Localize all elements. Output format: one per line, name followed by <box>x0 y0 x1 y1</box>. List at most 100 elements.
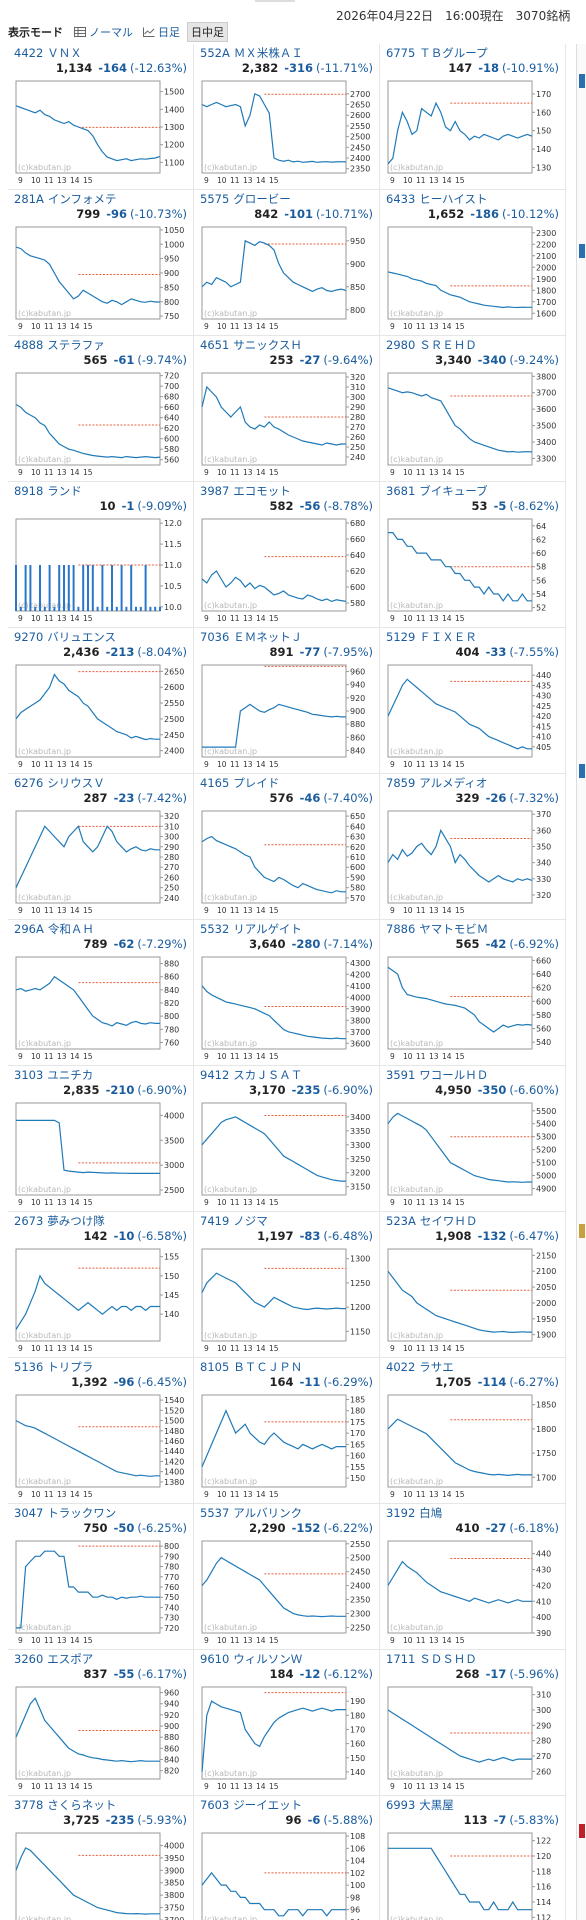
intraday-chart[interactable]: 960 940 920 900 880 860 840 820 9 10 11 13 14 15 (c)ka… <box>14 1683 190 1791</box>
intraday-chart[interactable]: 400039503900385038003750370091011131415(… <box>14 1829 190 1920</box>
stock-cell[interactable]: 4022 ラサエ 1,705 -114 (-6.27%) 1850 1800 1750 1700… <box>380 1358 566 1504</box>
stock-name-link[interactable]: 6775 ＴＢグループ <box>386 46 561 61</box>
stock-cell[interactable]: 4422 ＶＮＸ 1,134 -164 (-12.63%) 1500 1400 1300 120… <box>8 44 194 190</box>
intraday-chart[interactable]: 155 150 145 140 9 10 11 13 14 15 (c)kabutan.jp <box>14 1245 190 1353</box>
stock-name-link[interactable]: 6276 シリウスＶ <box>14 776 189 791</box>
stock-name-link[interactable]: 9270 バリュエンス <box>14 630 189 645</box>
stock-name-link[interactable]: 3778 さくらネット <box>14 1798 189 1813</box>
intraday-chart[interactable]: 960 940 920 900 880 860 840 9 10 11 13 14 15 (c)kabut… <box>200 661 376 769</box>
stock-cell[interactable]: 3778 さくらネット 3,725 -235 (-5.93%) 4000 3950 3900 3… <box>8 1796 194 1920</box>
stock-cell[interactable]: 7036 ＥＭネットＪ 891 -77 (-7.95%) 960 940 920 900 880 8… <box>194 628 380 774</box>
intraday-chart[interactable]: 370 360 350 340 330 320 9 10 11 13 14 15 (c)kabutan.… <box>386 807 562 915</box>
intraday-chart[interactable]: 12.0 11.5 11.0 10.5 10.0 9 10 11 13 14 15 (c)kabuta… <box>14 515 190 623</box>
stock-name-link[interactable]: 6993 大黒屋 <box>386 1798 561 1813</box>
stock-name-link[interactable]: 4888 ステラファ <box>14 338 189 353</box>
stock-cell[interactable]: 281A インフォメテ 799 -96 (-10.73%) 1050 1000 950 900 8… <box>8 190 194 336</box>
stock-cell[interactable]: 3591 ワコールＨＤ 4,950 -350 (-6.60%) 5500 5400 5300 5… <box>380 1066 566 1212</box>
mode-normal-button[interactable]: ノーマル <box>71 23 136 41</box>
stock-cell[interactable]: 9610 ウィルソンＷ 184 -12 (-6.12%) 190 180 170 160 150 1… <box>194 1650 380 1796</box>
intraday-chart[interactable]: 2650 2600 2550 2500 2450 2400 9 10 11 13 14 15 (c)ka… <box>14 661 190 769</box>
intraday-chart[interactable]: 10810610410210098969491011131415(c)kabut… <box>200 1829 376 1920</box>
stock-name-link[interactable]: 8918 ランド <box>14 484 189 499</box>
intraday-chart[interactable]: 950 900 850 800 9 10 11 13 14 15 (c)kabutan.jp <box>200 223 376 331</box>
stock-name-link[interactable]: 6433 ヒーハイスト <box>386 192 561 207</box>
stock-name-link[interactable]: 2673 夢みつけ隊 <box>14 1214 189 1229</box>
stock-name-link[interactable]: 552A ＭＸ米株ＡＩ <box>200 46 375 61</box>
stock-cell[interactable]: 7886 ヤマトモビＭ 565 -42 (-6.92%) 660 640 620 600 580 5… <box>380 920 566 1066</box>
intraday-chart[interactable]: 2150 2100 2050 2000 1950 1900 9 10 11 13 14 15 (c)ka… <box>386 1245 562 1353</box>
stock-cell[interactable]: 9412 スカＪＳＡＴ 3,170 -235 (-6.90%) 3400 3350 3300 3… <box>194 1066 380 1212</box>
stock-cell[interactable]: 5136 トリプラ 1,392 -96 (-6.45%) 1540 1520 1500 1480… <box>8 1358 194 1504</box>
stock-name-link[interactable]: 3103 ユニチカ <box>14 1068 189 1083</box>
stock-name-link[interactable]: 4165 プレイド <box>200 776 375 791</box>
intraday-chart[interactable]: 3400 3350 3300 3250 3200 3150 9 10 11 13 14 15 (c)ka… <box>200 1099 376 1207</box>
stock-cell[interactable]: 3260 エスポア 837 -55 (-6.17%) 960 940 920 900 880 860… <box>8 1650 194 1796</box>
stock-cell[interactable]: 7419 ノジマ 1,197 -83 (-6.48%) 1300 1250 1200 1150 9… <box>194 1212 380 1358</box>
intraday-chart[interactable]: 880 860 840 820 800 780 760 9 10 11 13 14 15 (c)kabut… <box>14 953 190 1061</box>
stock-name-link[interactable]: 5575 グロービー <box>200 192 375 207</box>
intraday-chart[interactable]: 440 430 420 410 400 390 9 10 11 13 14 15 (c)kabutan.… <box>386 1537 562 1645</box>
intraday-chart[interactable]: 1050 1000 950 900 850 800 750 9 10 11 13 14 15 (c)kab… <box>14 223 190 331</box>
intraday-chart[interactable]: 185 180 175 170 165 160 155 150 9 10 11 13 14 15 (c)ka… <box>200 1391 376 1499</box>
stock-name-link[interactable]: 3987 エコモット <box>200 484 375 499</box>
stock-cell[interactable]: 4651 サニックスＨ 253 -27 (-9.64%) 320 310 300 290 280 2… <box>194 336 380 482</box>
stock-cell[interactable]: 3987 エコモット 582 -56 (-8.78%) 680 660 640 620 600 58… <box>194 482 380 628</box>
stock-name-link[interactable]: 9610 ウィルソンＷ <box>200 1652 375 1667</box>
stock-cell[interactable]: 9270 バリュエンス 2,436 -213 (-8.04%) 2650 2600 2550 2… <box>8 628 194 774</box>
intraday-chart[interactable]: 1500 1400 1300 1200 1100 9 10 11 13 14 15 (c)kabuta… <box>14 77 190 185</box>
stock-cell[interactable]: 4165 プレイド 576 -46 (-7.40%) 650 640 630 620 610 600… <box>194 774 380 920</box>
stock-name-link[interactable]: 523A セイワＨＤ <box>386 1214 561 1229</box>
intraday-chart[interactable]: 170 160 150 140 130 9 10 11 13 14 15 (c)kabutan.jp <box>386 77 562 185</box>
intraday-chart[interactable]: 5500 5400 5300 5200 5100 5000 4900 9 10 11 13 14 15 (… <box>386 1099 562 1207</box>
intraday-chart[interactable]: 1300 1250 1200 1150 9 10 11 13 14 15 (c)kabutan.jp <box>200 1245 376 1353</box>
stock-name-link[interactable]: 3681 ブイキューブ <box>386 484 561 499</box>
stock-cell[interactable]: 2673 夢みつけ隊 142 -10 (-6.58%) 155 150 145 140 9 10 11… <box>8 1212 194 1358</box>
intraday-chart[interactable]: 310 300 290 280 270 260 9 10 11 13 14 15 (c)kabutan.… <box>386 1683 562 1791</box>
stock-name-link[interactable]: 5136 トリプラ <box>14 1360 189 1375</box>
stock-name-link[interactable]: 7859 アルメディオ <box>386 776 561 791</box>
intraday-chart[interactable]: 2550 2500 2450 2400 2350 2300 2250 9 10 11 13 14 15 (… <box>200 1537 376 1645</box>
stock-name-link[interactable]: 7036 ＥＭネットＪ <box>200 630 375 645</box>
stock-name-link[interactable]: 3192 白鳩 <box>386 1506 561 1521</box>
stock-name-link[interactable]: 2980 ＳＲＥＨＤ <box>386 338 561 353</box>
stock-cell[interactable]: 3103 ユニチカ 2,835 -210 (-6.90%) 4000 3500 3000 250… <box>8 1066 194 1212</box>
stock-cell[interactable]: 3047 トラックワン 750 -50 (-6.25%) 800 790 780 770 760 7… <box>8 1504 194 1650</box>
intraday-chart[interactable]: 3800 3700 3600 3500 3400 3300 9 10 11 13 14 15 (c)ka… <box>386 369 562 477</box>
stock-name-link[interactable]: 7886 ヤマトモビＭ <box>386 922 561 937</box>
stock-cell[interactable]: 6993大黒屋113-7(-5.83%)12212011811611411291… <box>380 1796 566 1920</box>
stock-name-link[interactable]: 4022 ラサエ <box>386 1360 561 1375</box>
stock-name-link[interactable]: 5537 アルバリンク <box>200 1506 375 1521</box>
stock-cell[interactable]: 5537 アルバリンク 2,290 -152 (-6.22%) 2550 2500 2450 2… <box>194 1504 380 1650</box>
stock-name-link[interactable]: 3591 ワコールＨＤ <box>386 1068 561 1083</box>
stock-cell[interactable]: 523A セイワＨＤ 1,908 -132 (-6.47%) 2150 2100 2050 20… <box>380 1212 566 1358</box>
stock-name-link[interactable]: 1711 ＳＤＳＨＤ <box>386 1652 561 1667</box>
stock-name-link[interactable]: 5532 リアルゲイト <box>200 922 375 937</box>
intraday-chart[interactable]: 1850 1800 1750 1700 9 10 11 13 14 15 (c)kabutan.jp <box>386 1391 562 1499</box>
stock-cell[interactable]: 3192 白鳩 410 -27 (-6.18%) 440 430 420 410 400 390 9 1… <box>380 1504 566 1650</box>
intraday-chart[interactable]: 660 640 620 600 580 560 540 9 10 11 13 14 15 (c)kabut… <box>386 953 562 1061</box>
stock-name-link[interactable]: 9412 スカＪＳＡＴ <box>200 1068 375 1083</box>
stock-cell[interactable]: 6775 ＴＢグループ 147 -18 (-10.91%) 170 160 150 140 130… <box>380 44 566 190</box>
stock-name-link[interactable]: 3260 エスポア <box>14 1652 189 1667</box>
stock-cell[interactable]: 3681 ブイキューブ 53 -5 (-8.62%) 64 62 60 58 56 54 52 9 10 1… <box>380 482 566 628</box>
stock-cell[interactable]: 4888 ステラファ 565 -61 (-9.74%) 720 700 680 660 640 62… <box>8 336 194 482</box>
mode-daily-button[interactable]: 日足 <box>140 23 183 41</box>
mode-intraday-button[interactable]: 日中足 <box>187 22 228 42</box>
stock-cell[interactable]: 5129 ＦＩＸＥＲ 404 -33 (-7.55%) 440 435 430 425 420 41… <box>380 628 566 774</box>
stock-name-link[interactable]: 4651 サニックスＨ <box>200 338 375 353</box>
stock-name-link[interactable]: 281A インフォメテ <box>14 192 189 207</box>
stock-cell[interactable]: 5532 リアルゲイト 3,640 -280 (-7.14%) 4300 4200 4100 4… <box>194 920 380 1066</box>
stock-cell[interactable]: 5575 グロービー 842 -101 (-10.71%) 950 900 850 800 9 10… <box>194 190 380 336</box>
stock-cell[interactable]: 552A ＭＸ米株ＡＩ 2,382 -316 (-11.71%) 2700 2650 2600… <box>194 44 380 190</box>
stock-name-link[interactable]: 7603 ジーイエット <box>200 1798 375 1813</box>
stock-cell[interactable]: 296A 令和ＡＨ 789 -62 (-7.29%) 880 860 840 820 800 780… <box>8 920 194 1066</box>
